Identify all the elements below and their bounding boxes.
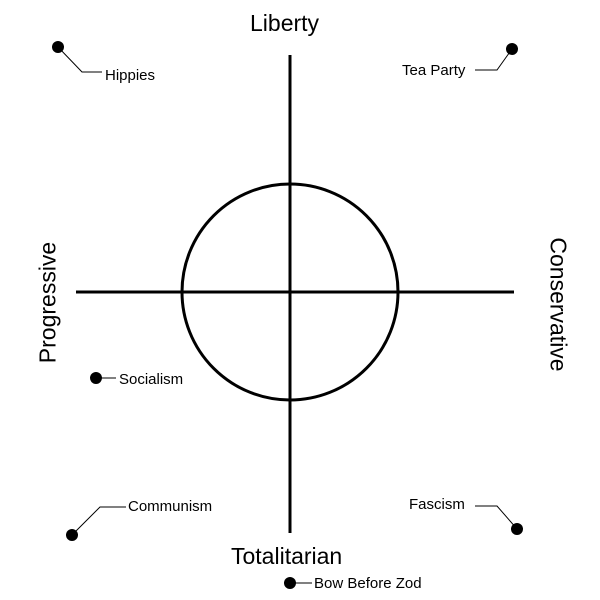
axis-label-right: Conservative: [545, 237, 572, 372]
center-circle: [180, 182, 400, 402]
communism-leader: [71, 506, 126, 536]
point-label-socialism: Socialism: [119, 371, 184, 388]
point-label-hippies: Hippies: [105, 67, 156, 84]
fascism-leader: [475, 505, 518, 530]
point-label-bow-before-zod: Bow Before Zod: [314, 575, 422, 592]
point-label-fascism: Fascism: [409, 496, 465, 513]
point-label-communism: Communism: [128, 498, 213, 515]
axis-label-top: Liberty: [250, 10, 320, 36]
tea-party-leader: [475, 48, 513, 71]
axis-label-left: Progressive: [34, 241, 61, 364]
hippies-leader: [57, 46, 102, 73]
point-label-tea-party: Tea Party: [402, 62, 466, 79]
axis-label-bottom: Totalitarian: [231, 543, 343, 569]
